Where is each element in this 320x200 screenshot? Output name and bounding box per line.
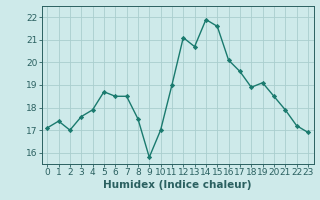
X-axis label: Humidex (Indice chaleur): Humidex (Indice chaleur) — [103, 180, 252, 190]
